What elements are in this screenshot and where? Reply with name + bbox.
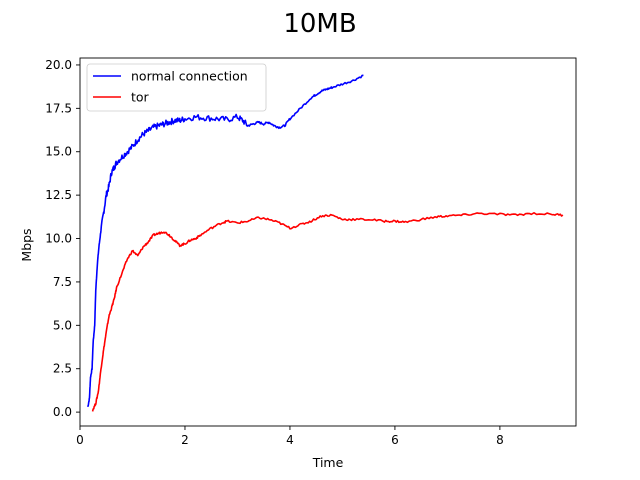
series-line-normal-connection [87, 74, 364, 408]
legend-label-normal-connection: normal connection [131, 69, 248, 84]
y-tick-label: 15.0 [45, 145, 72, 159]
y-axis-label: Mbps [19, 228, 34, 261]
y-tick-label: 17.5 [45, 101, 72, 115]
legend-label-tor: tor [131, 90, 150, 105]
series-layer [87, 74, 564, 412]
x-tick-label: 2 [181, 433, 189, 447]
y-tick-label: 7.5 [53, 275, 72, 289]
y-tick-label: 12.5 [45, 188, 72, 202]
x-tick-label: 8 [496, 433, 504, 447]
x-tick-label: 4 [286, 433, 294, 447]
legend-box [86, 63, 267, 112]
y-tick-label: 2.5 [53, 362, 72, 376]
x-tick-label: 6 [391, 433, 399, 447]
x-tick-label: 0 [76, 433, 84, 447]
chart-title: 10MB [283, 9, 356, 39]
axes-layer: 0 2 4 6 8 0.0 2.5 5.0 7.5 10.0 12.5 15.0 17.5 20.0 [45, 57, 577, 447]
y-tick-label: 5.0 [53, 318, 72, 332]
plot-frame [79, 57, 577, 427]
legend: normal connection tor [86, 63, 267, 112]
y-tick-label: 20.0 [45, 58, 72, 72]
y-tick-label: 10.0 [45, 232, 72, 246]
y-tick-label: 0.0 [53, 405, 72, 419]
x-axis-label: Time [312, 455, 344, 470]
series-line-tor [91, 212, 564, 412]
